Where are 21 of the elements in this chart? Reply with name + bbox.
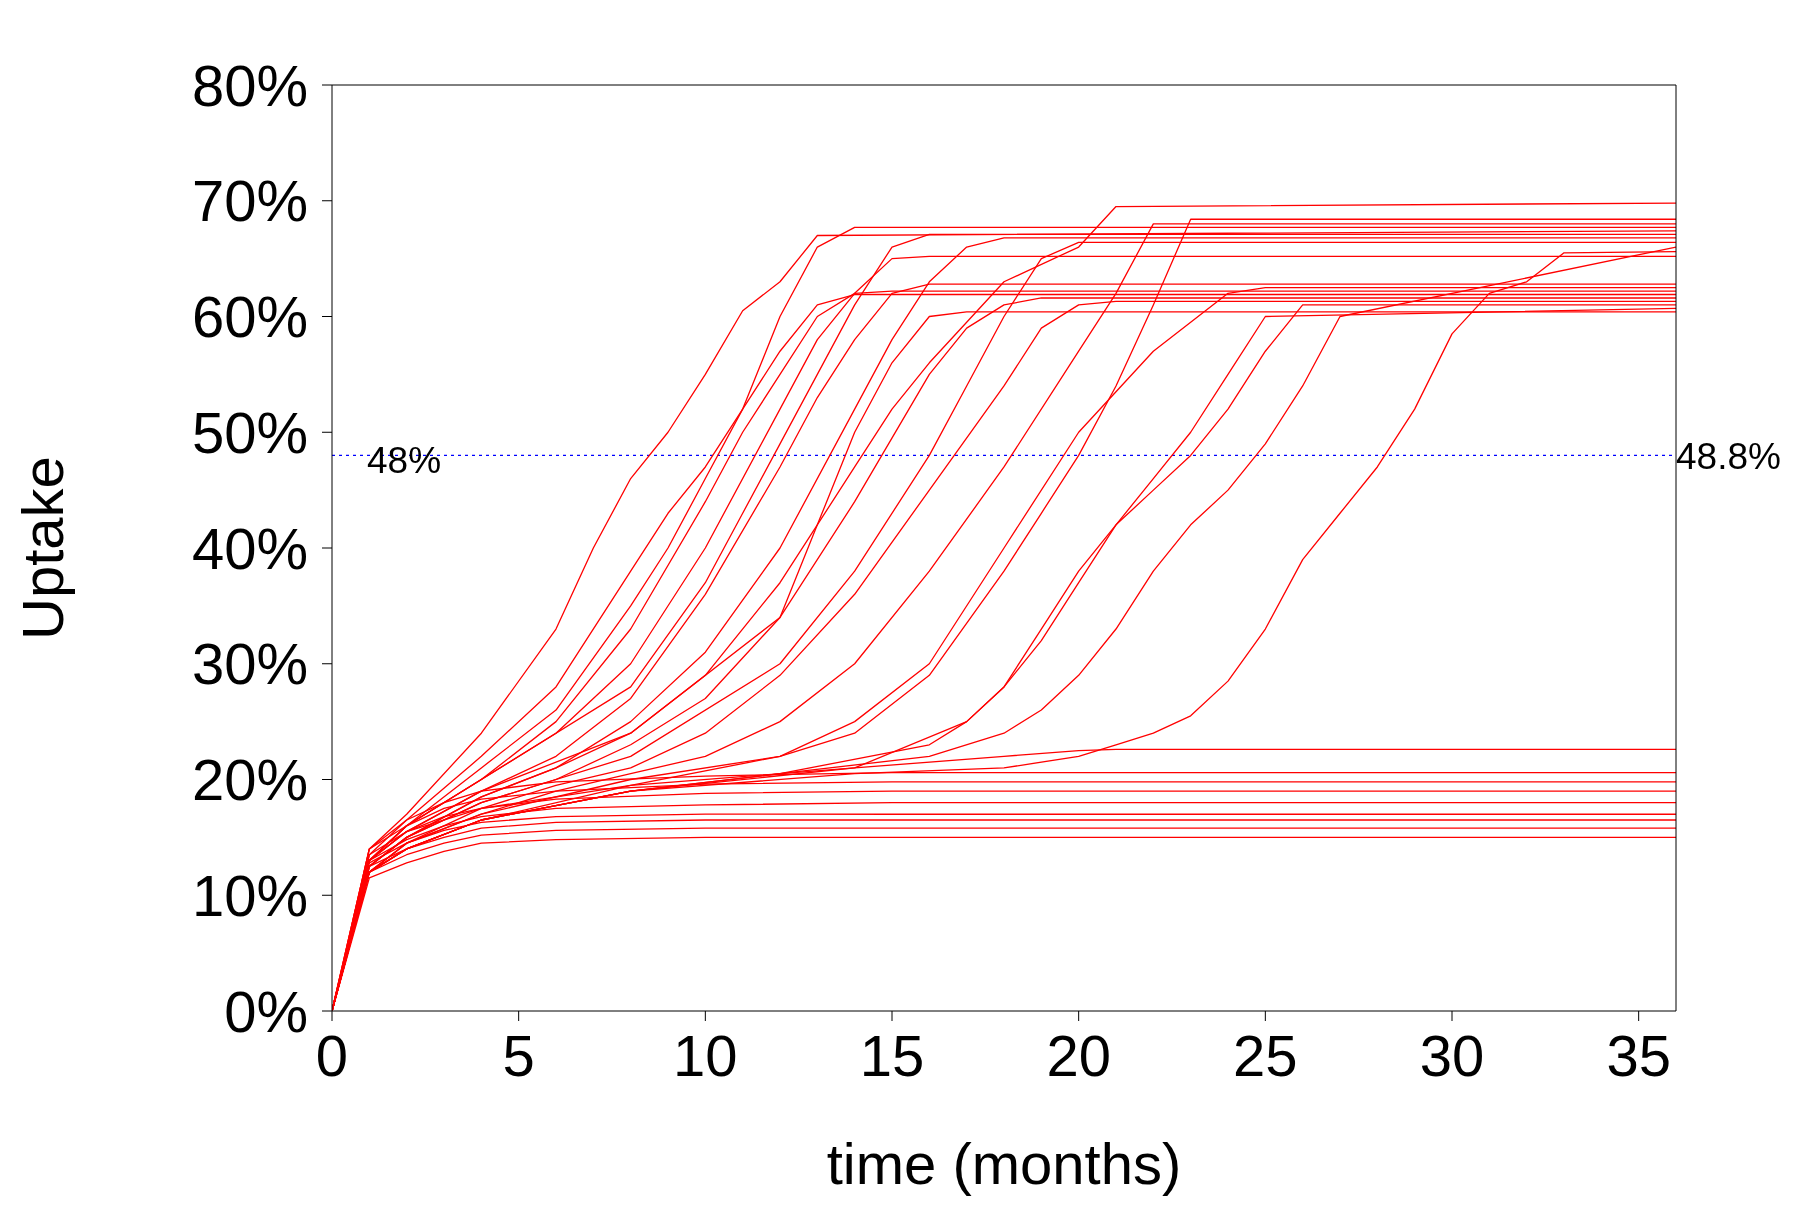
- x-tick-label: 20: [1046, 1023, 1111, 1089]
- y-tick-label: 20%: [191, 747, 308, 813]
- x-tick-label: 15: [859, 1023, 925, 1089]
- y-tick-label: 70%: [191, 168, 308, 234]
- y-tick-label: 60%: [191, 284, 308, 350]
- x-tick-label: 25: [1233, 1023, 1298, 1089]
- x-axis-title: time (months): [826, 1131, 1182, 1196]
- y-tick-label: 0%: [224, 978, 308, 1044]
- x-tick-label: 10: [673, 1023, 738, 1089]
- x-tick-label: 30: [1419, 1023, 1485, 1089]
- y-tick-label: 80%: [191, 52, 308, 118]
- x-tick-label: 5: [502, 1023, 535, 1089]
- x-tick-label: 0: [315, 1023, 349, 1089]
- y-tick-label: 30%: [191, 631, 308, 697]
- y-tick-label: 10%: [191, 862, 308, 928]
- y-tick-label: 50%: [191, 399, 308, 465]
- y-axis-title: Uptake: [9, 456, 75, 640]
- ref-line-label: 48%: [367, 439, 442, 481]
- x-tick-label: 35: [1606, 1023, 1671, 1089]
- annotation: 48.8%: [1676, 435, 1781, 477]
- y-tick-label: 40%: [191, 515, 308, 581]
